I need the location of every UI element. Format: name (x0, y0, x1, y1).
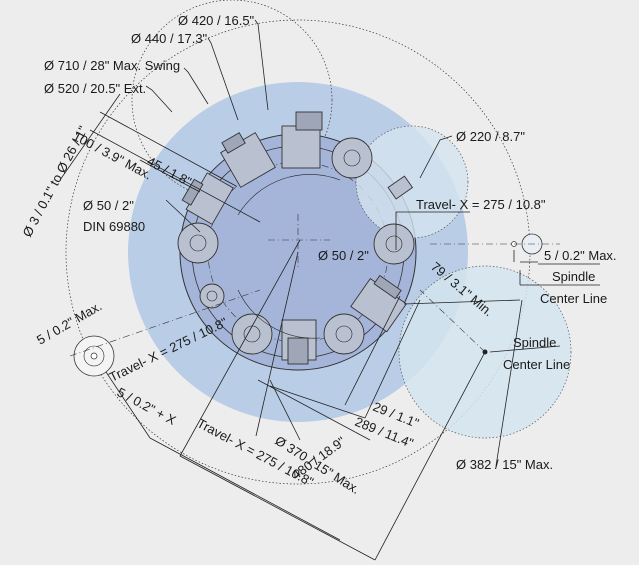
tool-station (331, 137, 373, 179)
label-travel-top: Travel- X = 275 / 10.8" (416, 197, 546, 212)
tool-station (373, 223, 415, 265)
label-center-line-r1: Center Line (540, 291, 607, 306)
label-d50b: Ø 50 / 2" (318, 248, 369, 263)
tool-holder (281, 319, 317, 365)
tool-station (199, 283, 225, 309)
label-d50a: Ø 50 / 2" (83, 198, 134, 213)
label-center-line-r2: Center Line (503, 357, 570, 372)
label-d440: Ø 440 / 17.3" (131, 31, 208, 46)
label-d382: Ø 382 / 15" Max. (456, 457, 553, 472)
tool-station (323, 313, 365, 355)
label-d520: Ø 520 / 20.5" Ext. (44, 81, 146, 96)
label-d420: Ø 420 / 16.5" (178, 13, 255, 28)
tool-holder (220, 132, 276, 188)
tool-holder (181, 172, 234, 225)
label-din: DIN 69880 (83, 219, 145, 234)
tool-holder (350, 274, 407, 333)
label-d710: Ø 710 / 28" Max. Swing (44, 58, 180, 73)
tool-holder (281, 111, 323, 169)
spindle-circle-top (355, 125, 469, 239)
label-spindle-r2: Spindle (513, 335, 556, 350)
top-dotted-circle (131, 0, 333, 201)
label-d220: Ø 220 / 8.7" (456, 129, 525, 144)
label-d100: 100 / 3.9" Max. (71, 128, 155, 182)
tool-station (231, 313, 273, 355)
label-spindle-r1: Spindle (552, 269, 595, 284)
tool-holder (387, 175, 414, 200)
tool-station (177, 222, 219, 264)
label-five-max-right: 5 / 0.2" Max. (544, 248, 617, 263)
